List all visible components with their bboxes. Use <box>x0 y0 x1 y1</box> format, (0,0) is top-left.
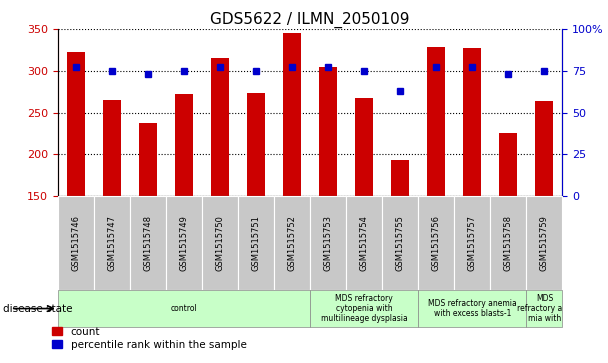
Text: GSM1515747: GSM1515747 <box>108 215 116 271</box>
Bar <box>274 196 310 290</box>
Text: GSM1515754: GSM1515754 <box>360 215 368 271</box>
Bar <box>58 290 310 327</box>
Bar <box>418 196 454 290</box>
Bar <box>310 290 418 327</box>
Bar <box>499 132 517 196</box>
Bar <box>527 290 562 327</box>
Bar <box>139 123 157 196</box>
Bar <box>418 290 527 327</box>
Bar <box>238 196 274 290</box>
Text: GSM1515757: GSM1515757 <box>468 215 477 271</box>
Bar <box>283 33 301 196</box>
Text: MDS
refractory ane
mia with: MDS refractory ane mia with <box>517 294 572 323</box>
Bar <box>94 196 130 290</box>
Bar <box>130 196 166 290</box>
Text: GSM1515751: GSM1515751 <box>252 215 260 271</box>
Bar <box>391 160 409 196</box>
Bar <box>202 196 238 290</box>
Text: GSM1515755: GSM1515755 <box>396 215 405 271</box>
Bar <box>427 48 445 196</box>
Bar <box>527 196 562 290</box>
Bar <box>463 48 482 196</box>
Legend: count, percentile rank within the sample: count, percentile rank within the sample <box>48 323 250 354</box>
Text: GSM1515758: GSM1515758 <box>504 215 513 271</box>
Bar <box>382 196 418 290</box>
Bar <box>490 196 527 290</box>
Bar <box>103 100 121 196</box>
Bar <box>175 94 193 196</box>
Bar <box>211 58 229 196</box>
Bar <box>346 196 382 290</box>
Bar <box>310 196 346 290</box>
Text: GSM1515746: GSM1515746 <box>71 215 80 271</box>
Text: GSM1515756: GSM1515756 <box>432 215 441 271</box>
Text: GSM1515752: GSM1515752 <box>288 215 297 271</box>
Text: GSM1515750: GSM1515750 <box>215 215 224 271</box>
Text: MDS refractory
cytopenia with
multilineage dysplasia: MDS refractory cytopenia with multilinea… <box>321 294 407 323</box>
Text: GSM1515748: GSM1515748 <box>143 215 153 271</box>
Text: MDS refractory anemia
with excess blasts-1: MDS refractory anemia with excess blasts… <box>428 299 517 318</box>
Bar <box>58 196 94 290</box>
Bar <box>454 196 490 290</box>
Bar <box>247 93 265 196</box>
Bar <box>536 101 553 196</box>
Bar <box>166 196 202 290</box>
Bar <box>319 67 337 196</box>
Title: GDS5622 / ILMN_2050109: GDS5622 / ILMN_2050109 <box>210 12 410 28</box>
Text: disease state: disease state <box>3 303 72 314</box>
Text: GSM1515749: GSM1515749 <box>179 215 188 271</box>
Text: GSM1515759: GSM1515759 <box>540 215 549 271</box>
Text: GSM1515753: GSM1515753 <box>323 215 333 271</box>
Text: control: control <box>171 304 197 313</box>
Bar <box>67 52 85 196</box>
Bar <box>355 98 373 196</box>
